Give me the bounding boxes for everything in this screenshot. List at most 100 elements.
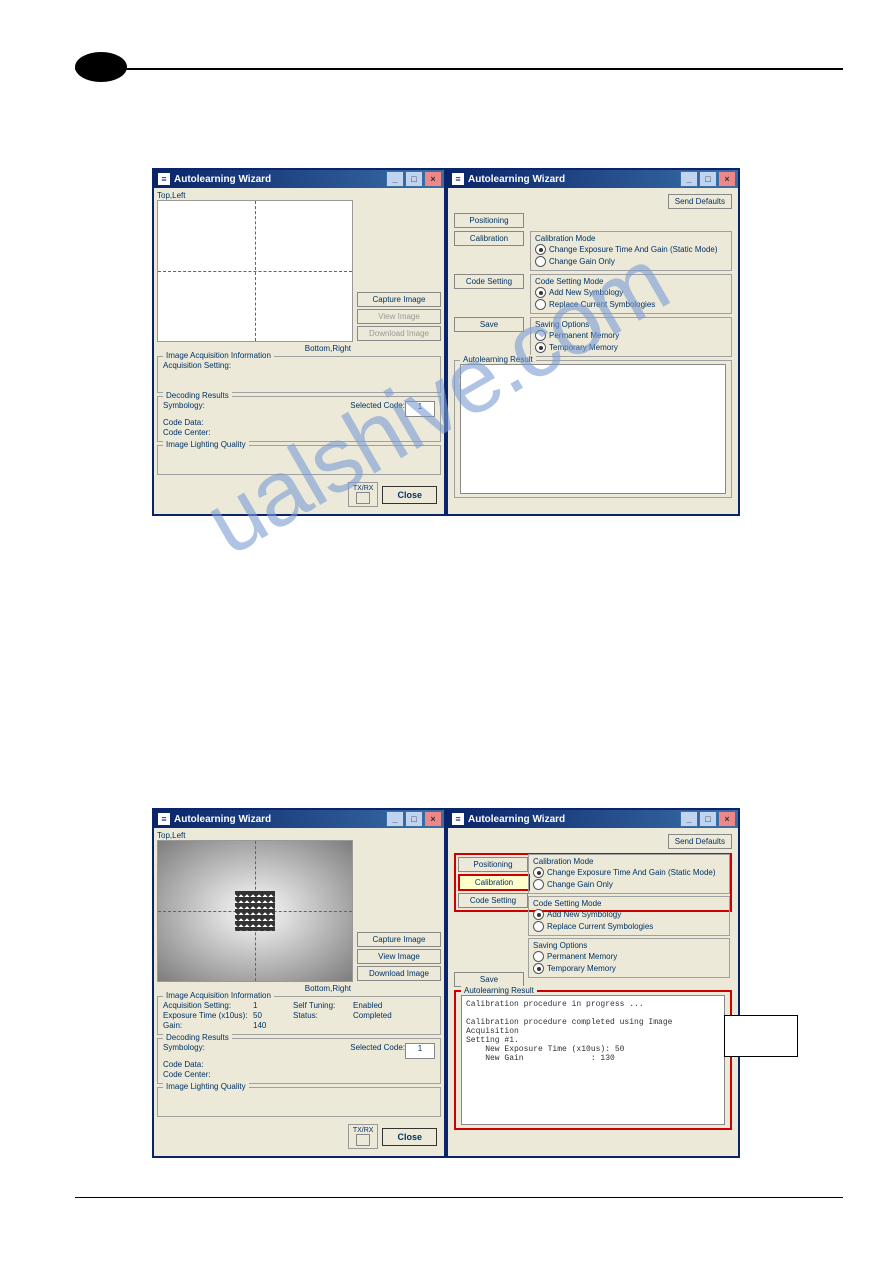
view-image-button[interactable]: View Image — [357, 949, 441, 964]
selected-code-spinner[interactable]: 1 — [405, 1043, 435, 1059]
code-opt2-label: Replace Current Symbologies — [547, 922, 653, 931]
send-defaults-button[interactable]: Send Defaults — [668, 834, 732, 849]
minimize-button[interactable]: _ — [386, 811, 404, 827]
status-label: Status: — [293, 1011, 353, 1020]
save-opt1-label: Permanent Memory — [549, 331, 619, 340]
save-radio-1[interactable] — [535, 330, 546, 341]
light-title: Image Lighting Quality — [163, 440, 249, 449]
view-image-button[interactable]: View Image — [357, 309, 441, 324]
autolearning-dialog-right-2: ≡ Autolearning Wizard _ □ × Send Default… — [446, 808, 740, 1158]
save-mode-title: Saving Options — [535, 320, 727, 329]
code-radio-2[interactable] — [535, 299, 546, 310]
calibration-button[interactable]: Calibration — [454, 231, 524, 246]
code-center-label: Code Center: — [163, 428, 253, 437]
titlebar: ≡ Autolearning Wizard _ □ × — [448, 170, 738, 188]
positioning-button[interactable]: Positioning — [454, 213, 524, 228]
title-text: Autolearning Wizard — [468, 174, 680, 185]
minimize-button[interactable]: _ — [680, 171, 698, 187]
cal-mode-title: Calibration Mode — [533, 857, 725, 866]
selected-code-spinner[interactable]: 1 — [405, 401, 435, 417]
symbology-label: Symbology: — [163, 1043, 253, 1059]
top-left-label: Top,Left — [157, 191, 441, 200]
close-window-button[interactable]: × — [718, 171, 736, 187]
txrx-indicator: TX/RX — [348, 482, 379, 507]
preview-area — [157, 200, 353, 342]
calibration-mode-group: Calibration Mode Change Exposure Time An… — [528, 854, 730, 894]
code-setting-group: Code Setting Mode Add New Symbology Repl… — [530, 274, 732, 314]
title-text: Autolearning Wizard — [174, 814, 386, 825]
top-left-label: Top,Left — [157, 831, 441, 840]
self-tuning-label: Self Tuning: — [293, 1001, 353, 1010]
status-value: Completed — [353, 1011, 392, 1020]
cal-radio-2[interactable] — [535, 256, 546, 267]
self-tuning-value: Enabled — [353, 1001, 382, 1010]
code-setting-group: Code Setting Mode Add New Symbology Repl… — [528, 896, 730, 936]
maximize-button[interactable]: □ — [699, 811, 717, 827]
txrx-led — [356, 1134, 370, 1146]
close-button[interactable]: Close — [382, 1128, 437, 1146]
close-window-button[interactable]: × — [424, 171, 442, 187]
autolearning-result-fieldset: Autolearning Result — [454, 360, 732, 498]
callout-box — [724, 1015, 798, 1057]
code-opt1-label: Add New Symbology — [549, 288, 623, 297]
code-setting-button[interactable]: Code Setting — [454, 274, 524, 289]
acq-setting-label: Acquisition Setting: — [163, 361, 253, 370]
lighting-quality-fieldset: Image Lighting Quality — [157, 445, 441, 475]
cal-radio-1[interactable] — [533, 867, 544, 878]
acq-setting-label: Acquisition Setting: — [163, 1001, 253, 1010]
bottom-bar: TX/RX Close — [157, 1120, 441, 1153]
capture-image-button[interactable]: Capture Image — [357, 292, 441, 307]
cal-radio-1[interactable] — [535, 244, 546, 255]
minimize-button[interactable]: _ — [680, 811, 698, 827]
maximize-button[interactable]: □ — [405, 811, 423, 827]
window-buttons: _ □ × — [386, 171, 442, 187]
code-radio-1[interactable] — [535, 287, 546, 298]
save-radio-2[interactable] — [533, 963, 544, 974]
maximize-button[interactable]: □ — [405, 171, 423, 187]
code-setting-button[interactable]: Code Setting — [458, 893, 528, 908]
close-window-button[interactable]: × — [718, 811, 736, 827]
dec-title: Decoding Results — [163, 1033, 232, 1042]
dialog-pair-2: ≡ Autolearning Wizard _ □ × Top,Left — [152, 808, 740, 1158]
capture-image-button[interactable]: Capture Image — [357, 932, 441, 947]
download-image-button[interactable]: Download Image — [357, 326, 441, 341]
minimize-button[interactable]: _ — [386, 171, 404, 187]
code-data-label: Code Data: — [163, 418, 253, 427]
send-defaults-button[interactable]: Send Defaults — [668, 194, 732, 209]
calibration-button[interactable]: Calibration — [458, 874, 530, 891]
titlebar: ≡ Autolearning Wizard _ □ × — [154, 810, 444, 828]
light-title: Image Lighting Quality — [163, 1082, 249, 1091]
image-acquisition-fieldset: Image Acquisition Information Acquisitio… — [157, 356, 441, 393]
save-button[interactable]: Save — [454, 972, 524, 987]
close-window-button[interactable]: × — [424, 811, 442, 827]
option-stack: Calibration Mode Change Exposure Time An… — [528, 854, 730, 978]
bottom-bar: TX/RX Close — [157, 478, 441, 511]
close-button[interactable]: Close — [382, 486, 437, 504]
code-center-label: Code Center: — [163, 1070, 253, 1079]
titlebar: ≡ Autolearning Wizard _ □ × — [154, 170, 444, 188]
acq-title: Image Acquisition Information — [163, 351, 274, 360]
app-icon: ≡ — [452, 813, 464, 825]
positioning-button[interactable]: Positioning — [458, 857, 528, 872]
window-buttons: _ □ × — [680, 171, 736, 187]
exposure-value: 50 — [253, 1011, 293, 1020]
header-oval — [75, 52, 127, 82]
maximize-button[interactable]: □ — [699, 171, 717, 187]
acq-setting-value: 1 — [253, 1001, 293, 1010]
preview-area — [157, 840, 353, 982]
qr-code-sample — [235, 891, 275, 931]
save-radio-2[interactable] — [535, 342, 546, 353]
saving-options-group: Saving Options Permanent Memory Temporar… — [530, 317, 732, 357]
save-radio-1[interactable] — [533, 951, 544, 962]
save-mode-title: Saving Options — [533, 941, 725, 950]
selected-code-label: Selected Code: — [350, 401, 405, 417]
cal-radio-2[interactable] — [533, 879, 544, 890]
save-button[interactable]: Save — [454, 317, 524, 332]
autolearning-result-fieldset: Autolearning Result Calibration procedur… — [454, 990, 732, 1130]
save-opt2-label: Temporary Memory — [549, 343, 618, 352]
calibration-mode-group: Calibration Mode Change Exposure Time An… — [530, 231, 732, 271]
window-buttons: _ □ × — [680, 811, 736, 827]
download-image-button[interactable]: Download Image — [357, 966, 441, 981]
code-radio-2[interactable] — [533, 921, 544, 932]
code-radio-1[interactable] — [533, 909, 544, 920]
